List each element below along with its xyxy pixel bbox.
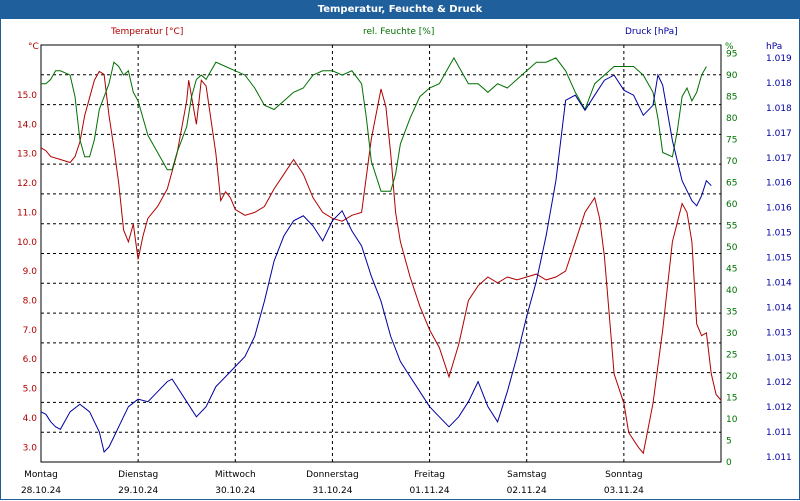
- pressure-tick-label: 1.011: [766, 428, 792, 438]
- day-date-label: 29.10.24: [118, 486, 158, 496]
- humidity-tick-label: 30: [726, 329, 738, 339]
- humidity-tick-label: 85: [726, 93, 737, 103]
- day-date-label: 31.10.24: [312, 486, 352, 496]
- pressure-line: [40, 73, 712, 454]
- pressure-tick-label: 1.014: [766, 278, 792, 288]
- day-name-label: Sonntag: [605, 470, 642, 480]
- temp-tick-label: 13.0: [17, 150, 37, 160]
- humidity-tick-label: 20: [726, 372, 738, 382]
- day-date-label: 03.11.24: [604, 486, 644, 496]
- day-date-label: 28.10.24: [21, 486, 61, 496]
- day-name-label: Montag: [24, 470, 58, 480]
- humidity-tick-label: 75: [726, 136, 737, 146]
- humidity-tick-label: 35: [726, 308, 737, 318]
- pressure-tick-label: 1.012: [766, 378, 792, 388]
- humidity-tick-label: 5: [726, 437, 732, 447]
- humidity-tick-label: 70: [726, 157, 738, 167]
- legend-temperature: Temperatur [°C]: [110, 27, 183, 37]
- pressure-tick-label: 1.018: [766, 79, 792, 89]
- humidity-tick-label: 10: [726, 415, 738, 425]
- pressure-tick-label: 1.016: [766, 179, 792, 189]
- temp-tick-label: 7.0: [23, 326, 38, 336]
- legend-pressure: Druck [hPa]: [625, 27, 678, 37]
- pressure-tick-label: 1.019: [766, 54, 792, 64]
- temp-tick-label: 8.0: [23, 296, 38, 306]
- humidity-tick-label: 80: [726, 114, 738, 124]
- day-date-label: 01.11.24: [410, 486, 450, 496]
- humidity-tick-label: 45: [726, 265, 737, 275]
- humidity-tick-label: 65: [726, 179, 737, 189]
- pressure-tick-label: 1.017: [766, 129, 792, 139]
- pressure-tick-label: 1.018: [766, 104, 792, 114]
- tick-labels: 15.0 14.0 13.0 12.0 11.0 10.0 9.0 8.0 7.0 6.0 5.0 4…: [17, 50, 792, 496]
- temp-tick-label: 9.0: [23, 267, 38, 277]
- temp-tick-label: 10.0: [17, 238, 37, 248]
- pressure-tick-label: 1.011: [766, 453, 792, 463]
- temp-tick-label: 12.0: [17, 179, 37, 189]
- left-axis-unit: °C: [28, 42, 39, 52]
- temp-tick-label: 6.0: [23, 355, 38, 365]
- day-name-label: Dienstag: [118, 470, 158, 480]
- grid: [40, 44, 722, 463]
- humidity-tick-label: 60: [726, 200, 738, 210]
- humidity-tick-label: 40: [726, 286, 738, 296]
- humidity-tick-label: 15: [726, 394, 737, 404]
- humidity-tick-label: 95: [726, 50, 737, 60]
- humidity-tick-label: 25: [726, 351, 737, 361]
- day-name-label: Samstag: [507, 470, 546, 480]
- pressure-tick-label: 1.015: [766, 254, 792, 264]
- humidity-tick-label: 50: [726, 243, 738, 253]
- pressure-tick-label: 1.013: [766, 328, 792, 338]
- pressure-tick-label: 1.016: [766, 204, 792, 214]
- day-name-label: Freitag: [414, 470, 445, 480]
- day-date-label: 02.11.24: [507, 486, 547, 496]
- right1-axis-unit: %: [725, 42, 734, 52]
- legend-humidity: rel. Feuchte [%]: [363, 27, 434, 37]
- temperature-line: [40, 70, 722, 455]
- temp-tick-label: 3.0: [23, 443, 38, 453]
- pressure-tick-label: 1.015: [766, 229, 792, 239]
- day-name-label: Mittwoch: [215, 470, 256, 480]
- data-lines: [40, 56, 722, 455]
- pressure-tick-label: 1.017: [766, 154, 792, 164]
- chart-title: Temperatur, Feuchte & Druck: [1, 1, 799, 19]
- humidity-tick-label: 0: [726, 458, 732, 468]
- pressure-tick-label: 1.012: [766, 403, 792, 413]
- temp-tick-label: 11.0: [17, 208, 37, 218]
- pressure-tick-label: 1.014: [766, 303, 792, 313]
- humidity-tick-label: 90: [726, 71, 738, 81]
- humidity-tick-label: 55: [726, 222, 737, 232]
- temp-tick-label: 4.0: [23, 414, 38, 424]
- day-name-label: Donnerstag: [306, 470, 359, 480]
- day-date-label: 30.10.24: [215, 486, 255, 496]
- temp-tick-label: 14.0: [17, 120, 37, 130]
- pressure-tick-label: 1.013: [766, 353, 792, 363]
- right2-axis-unit: hPa: [766, 42, 782, 52]
- humidity-line: [41, 56, 707, 192]
- temp-tick-label: 5.0: [23, 385, 38, 395]
- temp-tick-label: 15.0: [17, 91, 37, 101]
